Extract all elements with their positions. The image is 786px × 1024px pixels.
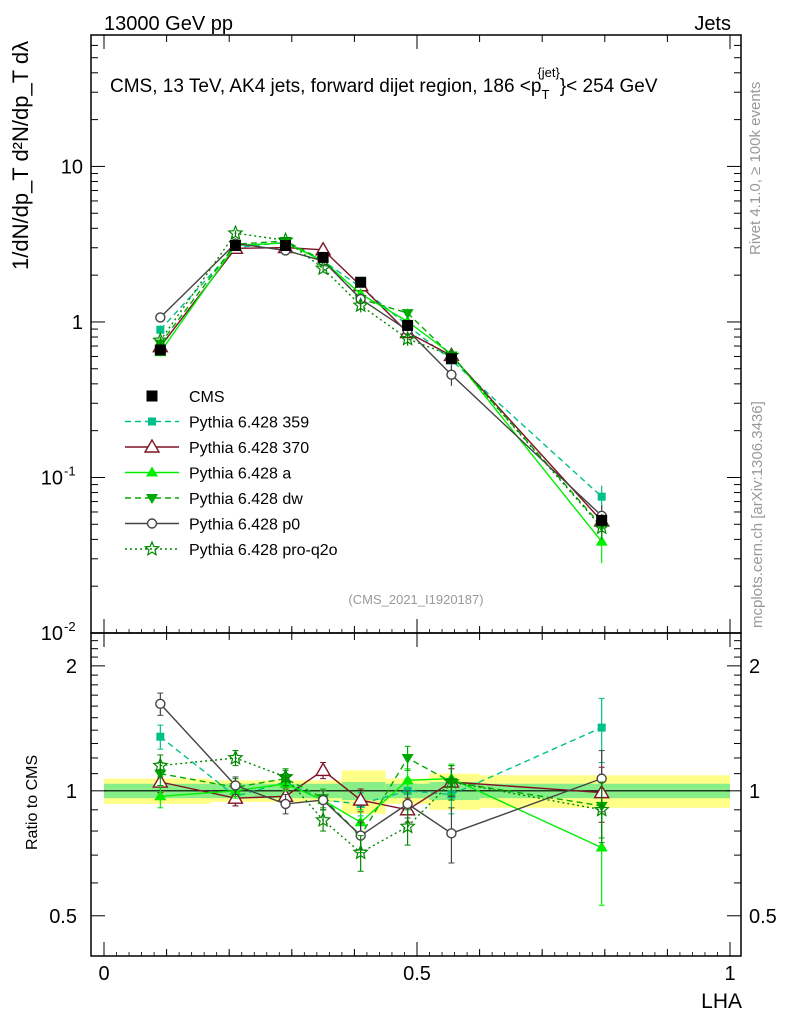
ratio-line-pythia-6-428-p0 xyxy=(159,703,602,837)
ratio-point-pythia-6-428-pro-q2o xyxy=(277,768,294,784)
ratio-point-pythia-6-428-a xyxy=(401,774,414,785)
ratio-point-pythia-6-428-pro-q2o xyxy=(443,773,460,789)
ratio-line-pythia-6-428-a xyxy=(160,777,602,849)
main-y-tick-exponent: -1 xyxy=(64,463,76,478)
ratio-point-pythia-6-428-pro-q2o xyxy=(227,749,244,765)
ratio-point-pythia-6-428-p0 xyxy=(317,794,329,806)
legend-marker xyxy=(146,494,158,504)
ratio-point-pythia-6-428-359 xyxy=(156,732,165,741)
main-point-pythia-6-428-p0 xyxy=(446,369,457,380)
title-sub: T xyxy=(541,87,549,102)
main-series-layer xyxy=(152,224,610,564)
x-axis-label: LHA xyxy=(701,990,742,1013)
data-point xyxy=(154,344,166,356)
ratio-point-pythia-6-428-dw xyxy=(401,753,414,764)
ratio-y-tick-label-right: 2 xyxy=(749,656,760,678)
ratio-point-pythia-6-428-p0 xyxy=(280,798,291,810)
ratio-point-pythia-6-428-359 xyxy=(597,723,606,732)
main-y-tick-label: 10 xyxy=(61,156,83,178)
legend-marker xyxy=(146,390,158,402)
data-point xyxy=(596,514,608,526)
x-tick-label: 1 xyxy=(724,963,735,985)
ratio-y-axis-label: Ratio to CMS xyxy=(24,755,41,850)
data-point xyxy=(280,240,292,252)
ratio-line-pythia-6-428-359 xyxy=(159,726,602,805)
main-point-pythia-6-428-359 xyxy=(156,325,165,334)
ratio-y-tick-label-right: 1 xyxy=(749,781,760,803)
mcplots-label: mcplots.cern.ch [arXiv:1306.3436] xyxy=(749,401,766,628)
main-y-tick-exponent: -2 xyxy=(64,619,76,634)
main-point-pythia-6-428-359 xyxy=(597,492,606,501)
ratio-point-pythia-6-428-pro-q2o xyxy=(399,818,416,834)
data-point xyxy=(355,276,367,288)
ratio-y-tick-label-right: 0.5 xyxy=(749,906,777,928)
ratio-point-pythia-6-428-a xyxy=(154,790,167,801)
header-energy: 13000 GeV pp xyxy=(104,13,233,35)
legend-marker xyxy=(143,540,161,556)
ratio-point-pythia-6-428-p0 xyxy=(402,798,413,810)
legend-label: Pythia 6.428 p0 xyxy=(189,517,300,534)
legend-label: Pythia 6.428 dw xyxy=(189,491,303,508)
legend-label: Pythia 6.428 370 xyxy=(189,440,309,457)
main-y-tick-label: 10 xyxy=(41,623,63,645)
rivet-version-label: Rivet 4.1.0, ≥ 100k events xyxy=(747,82,764,255)
ratio-point-pythia-6-428-a xyxy=(595,841,608,852)
legend-label: Pythia 6.428 359 xyxy=(189,415,309,432)
title-prefix: CMS, 13 TeV, AK4 jets, forward dijet reg… xyxy=(110,76,541,97)
main-y-axis-label-text: 1/dN/dp_T d²N/dp_T dλ xyxy=(8,41,33,270)
ratio-y-tick-label-left: 2 xyxy=(66,656,77,678)
chart-title: CMS, 13 TeV, AK4 jets, forward dijet reg… xyxy=(110,65,658,102)
data-point xyxy=(317,251,329,263)
main-point-pythia-6-428-p0 xyxy=(155,312,166,323)
main-point-pythia-6-428-pro-q2o xyxy=(152,332,169,348)
ratio-point-pythia-6-428-pro-q2o xyxy=(593,801,610,817)
legend-marker xyxy=(148,417,156,426)
main-point-pythia-6-428-pro-q2o xyxy=(227,224,244,241)
legend-marker xyxy=(146,518,158,529)
x-tick-label: 0 xyxy=(98,963,109,985)
ratio-point-pythia-6-428-pro-q2o xyxy=(314,811,332,828)
title-sup: {jet} xyxy=(537,65,560,80)
ratio-point-pythia-6-428-pro-q2o xyxy=(352,844,369,860)
ratio-point-pythia-6-428-p0 xyxy=(230,780,241,791)
x-tick-label: 0.5 xyxy=(403,963,431,985)
data-point xyxy=(229,240,241,252)
main-y-axis-label: 1/dN/dp_T d²N/dp_T dλ xyxy=(8,41,33,270)
title-suffix: }< 254 GeV xyxy=(560,76,658,97)
legend-label: Pythia 6.428 a xyxy=(189,466,291,483)
main-line-pythia-6-428-p0 xyxy=(159,242,603,517)
ratio-point-pythia-6-428-370 xyxy=(314,762,332,777)
main-point-pythia-6-428-pro-q2o xyxy=(352,296,369,313)
main-point-pythia-6-428-pro-q2o xyxy=(314,259,332,276)
analysis-watermark: (CMS_2021_I1920187) xyxy=(348,592,483,607)
legend-label: CMS xyxy=(189,389,225,406)
data-point xyxy=(402,319,414,331)
ratio-point-pythia-6-428-370 xyxy=(352,791,369,806)
ratio-frame xyxy=(90,632,742,957)
main-line-pythia-6-428-pro-q2o xyxy=(159,232,603,528)
legend-marker xyxy=(146,466,158,477)
ratio-line-pythia-6-428-dw xyxy=(160,757,602,837)
legend: CMS Pythia 6.428 359 Pythia 6.428 370 Pythi… xyxy=(125,389,338,559)
legend-marker xyxy=(143,438,161,453)
ratio-y-tick-label-left: 1 xyxy=(66,781,77,803)
main-y-tick-label: 10 xyxy=(41,467,63,489)
main-point-pythia-6-428-dw xyxy=(401,309,414,320)
header-category: Jets xyxy=(694,13,731,35)
main-line-pythia-6-428-370 xyxy=(159,246,603,522)
ratio-series-layer xyxy=(152,692,610,906)
main-y-tick-label: 1 xyxy=(72,312,83,334)
ratio-point-pythia-6-428-pro-q2o xyxy=(152,757,169,773)
main-point-pythia-6-428-a xyxy=(595,535,608,546)
data-point xyxy=(445,353,457,365)
ratio-line-pythia-6-428-pro-q2o xyxy=(160,757,602,854)
legend-label: Pythia 6.428 pro-q2o xyxy=(189,542,338,559)
main-line-pythia-6-428-dw xyxy=(159,240,603,527)
ratio-y-tick-label-left: 0.5 xyxy=(49,906,77,928)
ratio-point-pythia-6-428-p0 xyxy=(155,698,166,710)
ratio-point-pythia-6-428-p0 xyxy=(446,828,457,839)
main-point-pythia-6-428-pro-q2o xyxy=(399,330,416,346)
